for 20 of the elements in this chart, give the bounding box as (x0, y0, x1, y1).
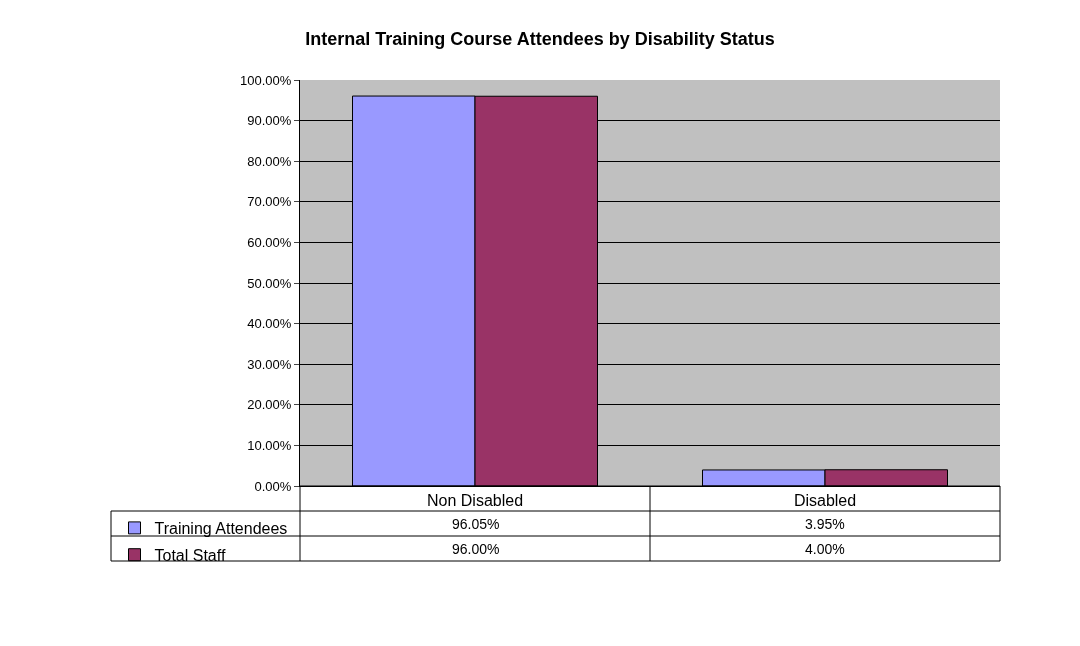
data-label: 96.05% (452, 516, 500, 532)
y-tick-label: 10.00% (247, 437, 292, 453)
data-label: 96.00% (452, 541, 500, 557)
y-tick-label: 80.00% (247, 153, 292, 169)
x-tick-label: Non Disabled (426, 492, 524, 510)
y-tick-label: 40.00% (247, 316, 292, 332)
y-tick-label: 90.00% (247, 113, 292, 129)
y-tick-label: 0.00% (254, 478, 292, 494)
data-label: 4.00% (805, 541, 845, 557)
y-tick-label: 50.00% (247, 275, 292, 291)
data-label: 3.95% (805, 516, 845, 532)
x-tick-label: Disabled (793, 492, 857, 510)
y-tick-label: 30.00% (247, 356, 292, 372)
y-tick-label: 20.00% (247, 397, 292, 413)
legend-label: Total Staff (154, 546, 226, 564)
y-tick-label: 70.00% (247, 194, 292, 210)
y-tick-label: 60.00% (247, 234, 292, 250)
legend-label: Training Attendees (154, 520, 288, 538)
y-tick-label: 100.00% (240, 72, 292, 88)
chart-title: Internal Training Course Attendees by Disability Status (305, 28, 775, 49)
